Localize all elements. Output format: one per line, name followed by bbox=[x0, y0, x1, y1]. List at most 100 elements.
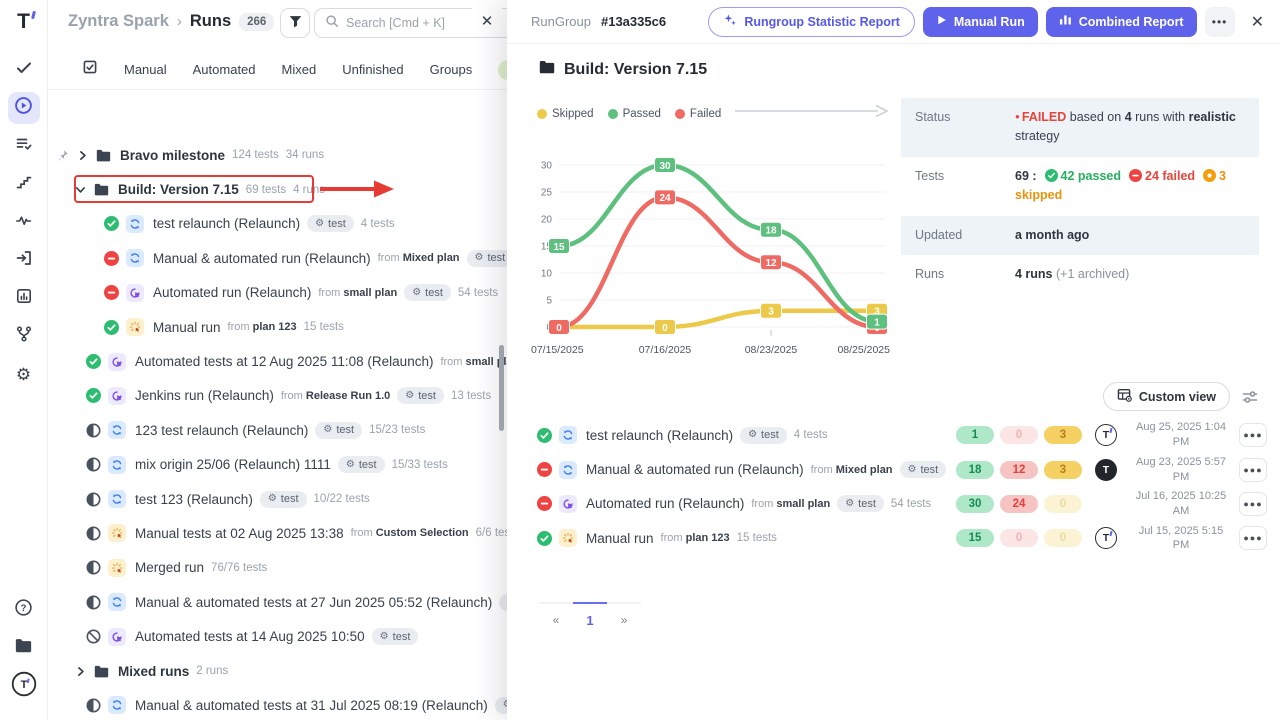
profile-button[interactable]: T bbox=[8, 670, 40, 702]
search-input[interactable] bbox=[346, 16, 476, 30]
close-panel-button[interactable]: ✕ bbox=[1250, 13, 1264, 31]
sidebar-item-approvals[interactable] bbox=[8, 54, 40, 86]
tag-chip[interactable]: ⚙test bbox=[404, 284, 451, 302]
pagination-next[interactable]: » bbox=[607, 602, 641, 628]
sidebar-item-analytics[interactable] bbox=[8, 206, 40, 238]
tab-manual[interactable]: Manual bbox=[124, 62, 167, 77]
tree-row[interactable]: Build: Version 7.15 69 tests 4 runs bbox=[48, 172, 507, 206]
run-meta: 76/76 tests bbox=[211, 561, 268, 574]
projects-button[interactable] bbox=[8, 632, 40, 664]
sidebar-item-test-plans[interactable] bbox=[8, 130, 40, 162]
statistic-report-button[interactable]: Rungroup Statistic Report bbox=[708, 6, 915, 37]
chevron-right-icon[interactable] bbox=[74, 665, 87, 678]
row-more-button[interactable]: ●●● bbox=[1239, 491, 1267, 516]
more-actions-button[interactable]: ••• bbox=[1204, 6, 1235, 37]
custom-view-button[interactable]: Custom view bbox=[1102, 382, 1230, 411]
row-more-button[interactable]: ●●● bbox=[1239, 423, 1267, 448]
tab-mixed[interactable]: Mixed bbox=[281, 62, 317, 77]
tag-chip[interactable]: ⚙test bbox=[466, 249, 507, 267]
tag-chip[interactable]: ⚙test bbox=[499, 593, 507, 611]
pagination-prev[interactable]: « bbox=[539, 602, 573, 628]
skipped-count-badge: 3 bbox=[1044, 460, 1082, 479]
help-button[interactable]: ? bbox=[8, 594, 40, 626]
manual-run-button[interactable]: Manual Run bbox=[922, 6, 1038, 37]
tag-chip[interactable]: ⚙test bbox=[307, 215, 354, 233]
tag-chip[interactable]: ⚙test bbox=[259, 490, 307, 508]
tab-unfinished[interactable]: Unfinished bbox=[342, 62, 404, 77]
tree-row[interactable]: Automated tests at 12 Aug 2025 11:08 (Re… bbox=[48, 344, 507, 378]
tag-chip[interactable]: ⚙test bbox=[337, 456, 385, 474]
tag-chip[interactable]: ⚙test bbox=[397, 387, 444, 405]
chart-legend: Skipped Passed Failed bbox=[537, 104, 889, 123]
sidebar-item-settings[interactable]: ⚙ bbox=[8, 358, 40, 390]
svg-text:08/23/2025: 08/23/2025 bbox=[745, 344, 798, 356]
tag-chip[interactable]: ⚙test bbox=[315, 421, 363, 439]
tree-row[interactable]: Manual & automated run (Relaunch) from Mi… bbox=[48, 241, 507, 275]
tree-row[interactable]: Jenkins run (Relaunch) from Release Run 1… bbox=[48, 379, 507, 413]
chevron-right-icon[interactable] bbox=[76, 149, 89, 162]
chevron-down-icon[interactable] bbox=[74, 183, 87, 196]
tag-chip[interactable]: ⚙test bbox=[837, 495, 884, 513]
tree-row[interactable]: Bravo milestone 124 tests 34 runs bbox=[48, 138, 507, 172]
play-circle-icon bbox=[14, 96, 33, 120]
run-name: Automated tests at 12 Aug 2025 11:08 (Re… bbox=[135, 354, 434, 370]
tree-row[interactable]: Automated tests at 14 Aug 2025 10:50 ⚙ tes… bbox=[48, 619, 507, 653]
app-logo[interactable]: T bbox=[17, 10, 36, 34]
svg-text:15: 15 bbox=[541, 242, 553, 253]
svg-text:1: 1 bbox=[874, 317, 880, 328]
sidebar-item-milestones[interactable] bbox=[8, 168, 40, 200]
status-partial-icon bbox=[86, 595, 101, 610]
tree-row[interactable]: test relaunch (Relaunch) ⚙ test 4 tests bbox=[48, 207, 507, 241]
tree-row[interactable]: Manual & automated tests at 27 Jun 2025 … bbox=[48, 585, 507, 619]
rungroup-run-row[interactable]: Manual run from plan 123 15 tests 15 0 0 T Jul … bbox=[537, 521, 1267, 555]
tree-row[interactable]: Manual & automated tests at 31 Jul 2025 … bbox=[48, 688, 507, 720]
sidebar-item-runs[interactable] bbox=[7, 92, 40, 124]
tree-row[interactable]: Manual tests at 02 Aug 2025 13:38 from Cu… bbox=[48, 516, 507, 550]
legend-arrow-icon bbox=[735, 104, 889, 123]
tree-row[interactable]: Automated run (Relaunch) from small plan ⚙… bbox=[48, 276, 507, 310]
legend-item: Failed bbox=[674, 108, 721, 120]
tab-automated[interactable]: Automated bbox=[192, 62, 256, 77]
close-search-button[interactable]: ✕ bbox=[472, 6, 502, 36]
row-more-button[interactable]: ●●● bbox=[1239, 457, 1267, 482]
manual-run-icon bbox=[126, 318, 144, 337]
tree-row[interactable]: mix origin 25/06 (Relaunch) 1111 ⚙ test 15/… bbox=[48, 448, 507, 482]
skipped-count-badge: 3 bbox=[1044, 426, 1082, 445]
run-meta: 69 tests bbox=[245, 183, 287, 196]
tree-row[interactable]: Merged run 76/76 tests bbox=[48, 551, 507, 585]
rungroup-run-row[interactable]: test relaunch (Relaunch) ⚙ test 4 tests 1 0 3 T… bbox=[537, 418, 1267, 452]
run-name: mix origin 25/06 (Relaunch) 1111 bbox=[135, 457, 331, 473]
tab-tag-test-work[interactable]: test work bbox=[498, 59, 507, 80]
task-check-icon[interactable] bbox=[82, 59, 98, 80]
rungroup-run-row[interactable]: Automated run (Relaunch) from small plan ⚙… bbox=[537, 487, 1267, 521]
rungroup-run-row[interactable]: Manual & automated run (Relaunch) from Mi… bbox=[537, 452, 1267, 486]
tree-row[interactable]: Mixed runs 2 runs bbox=[48, 654, 507, 688]
pagination-page-1[interactable]: 1 bbox=[573, 602, 607, 628]
play-icon bbox=[936, 14, 947, 29]
scrollbar-thumb[interactable] bbox=[499, 345, 504, 431]
sidebar-item-reports[interactable] bbox=[8, 282, 40, 314]
sidebar-item-branches[interactable] bbox=[8, 320, 40, 352]
view-settings-icon[interactable] bbox=[1242, 390, 1258, 404]
tag-chip[interactable]: ⚙test bbox=[494, 696, 507, 714]
gear-icon: ⚙ bbox=[323, 424, 333, 436]
skipped-dot-icon bbox=[1203, 168, 1217, 182]
row-more-button[interactable]: ●●● bbox=[1239, 526, 1267, 551]
filter-button[interactable] bbox=[280, 8, 310, 38]
run-meta: 4 tests bbox=[793, 429, 828, 442]
tree-row[interactable]: Manual run from plan 123 15 tests bbox=[48, 310, 507, 344]
tag-chip[interactable]: ⚙test bbox=[371, 628, 419, 646]
manual-run-icon bbox=[559, 529, 577, 548]
tab-groups[interactable]: Groups bbox=[429, 62, 473, 77]
breadcrumb-project[interactable]: Zyntra Spark bbox=[68, 12, 169, 30]
tree-row[interactable]: 123 test relaunch (Relaunch) ⚙ test 15/23 t… bbox=[48, 413, 507, 447]
tree-row[interactable]: test 123 (Relaunch) ⚙ test 10/22 tests bbox=[48, 482, 507, 516]
tag-chip[interactable]: ⚙test bbox=[899, 461, 947, 479]
sidebar-item-import[interactable] bbox=[8, 244, 40, 276]
rungroup-id: #13a335c6 bbox=[600, 14, 667, 29]
tag-chip[interactable]: ⚙test bbox=[740, 426, 787, 444]
status-passed-icon bbox=[104, 319, 119, 335]
runs-label: Runs bbox=[915, 266, 945, 281]
combined-report-button[interactable]: Combined Report bbox=[1045, 6, 1197, 37]
